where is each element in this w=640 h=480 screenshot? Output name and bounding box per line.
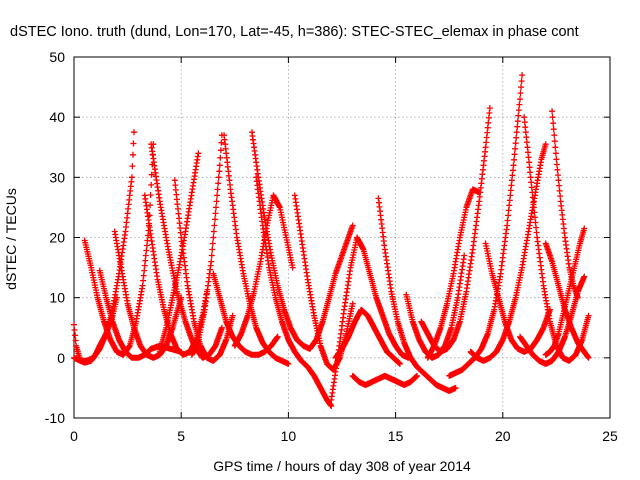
series-2 — [81, 141, 157, 358]
series-markers — [210, 270, 281, 358]
series-6 — [148, 141, 225, 361]
series-markers — [549, 108, 581, 301]
x-tick-label: 0 — [70, 428, 78, 444]
x-tick-label: 25 — [602, 428, 618, 444]
y-tick-label: 40 — [49, 109, 65, 125]
series-markers — [403, 252, 468, 361]
y-axis: -10 0 10 20 30 40 50 — [45, 49, 610, 426]
series-17 — [306, 222, 356, 352]
x-axis: 0 5 10 15 20 25 — [70, 57, 618, 444]
y-tick-label: 50 — [49, 49, 65, 65]
x-tick-label: 10 — [281, 428, 297, 444]
series-markers — [328, 234, 412, 403]
series-markers — [424, 186, 483, 361]
series-markers — [71, 129, 137, 364]
series-7 — [171, 177, 236, 364]
y-tick-label: 30 — [49, 169, 65, 185]
x-tick-label: 15 — [388, 428, 404, 444]
series-24 — [446, 72, 526, 379]
y-tick-label: 10 — [49, 290, 65, 306]
chart-title: dSTEC Iono. truth (dund, Lon=170, Lat=-4… — [10, 24, 579, 40]
series-markers — [111, 228, 185, 361]
series-markers — [418, 105, 493, 355]
y-axis-label: dSTEC / TECUs — [3, 188, 19, 290]
series-markers — [171, 177, 236, 364]
series-markers — [253, 174, 335, 409]
series-26 — [467, 141, 549, 364]
series-14 — [253, 174, 335, 409]
series-markers — [156, 150, 202, 355]
series-markers — [542, 225, 588, 358]
series-1 — [71, 129, 137, 364]
series-22 — [418, 105, 493, 355]
series-18 — [332, 306, 403, 367]
series-21 — [403, 252, 468, 361]
series-markers — [306, 222, 356, 352]
x-tick-label: 20 — [495, 428, 511, 444]
series-16 — [328, 234, 412, 403]
data-points — [71, 72, 592, 409]
series-markers — [221, 132, 292, 367]
series-markers — [446, 72, 526, 379]
series-markers — [375, 195, 459, 394]
series-markers — [148, 141, 225, 361]
y-tick-label: -10 — [45, 410, 65, 426]
series-23 — [424, 186, 483, 361]
series-9 — [188, 132, 225, 358]
series-markers — [467, 141, 549, 364]
x-tick-label: 5 — [177, 428, 185, 444]
series-19 — [349, 372, 420, 388]
y-tick-label: 0 — [57, 350, 65, 366]
series-11 — [221, 132, 292, 367]
series-31 — [542, 225, 588, 358]
series-10 — [210, 270, 281, 358]
series-markers — [332, 306, 403, 367]
series-4 — [111, 228, 185, 361]
series-markers — [81, 141, 157, 358]
series-20 — [375, 195, 459, 394]
y-tick-label: 20 — [49, 230, 65, 246]
series-8 — [156, 150, 202, 355]
series-markers — [188, 132, 225, 358]
x-axis-label: GPS time / hours of day 308 of year 2014 — [213, 458, 471, 474]
series-30 — [549, 108, 581, 301]
series-markers — [349, 372, 420, 388]
